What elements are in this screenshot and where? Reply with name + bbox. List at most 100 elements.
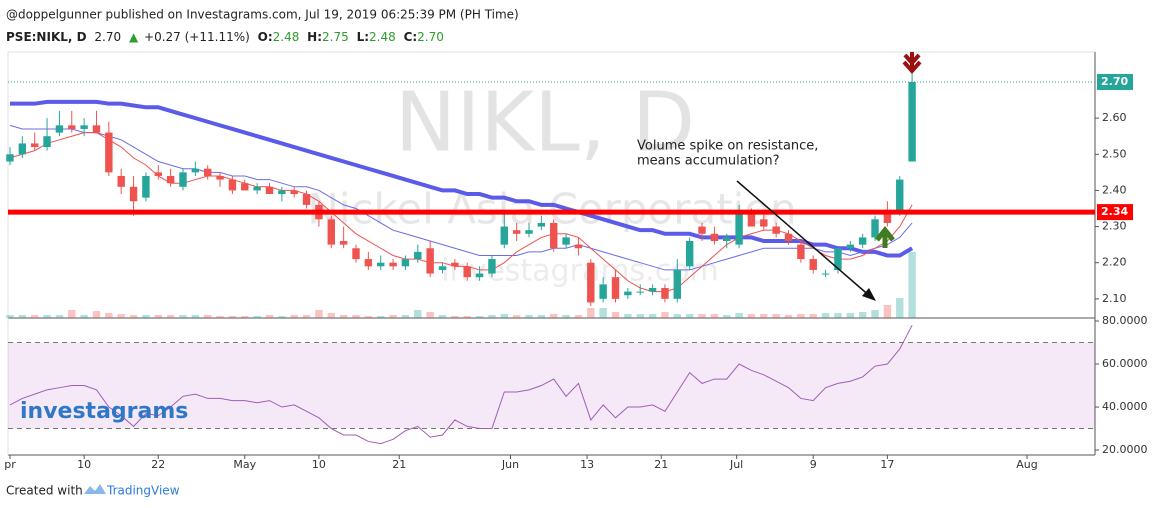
volume-bar — [68, 310, 76, 318]
volume-bar — [599, 308, 607, 318]
symbol: PSE:NIKL, D — [6, 30, 87, 44]
volume-bar — [537, 315, 546, 318]
candle-body — [512, 230, 521, 234]
volume-bar — [475, 316, 484, 318]
annotation: means accumulation? — [637, 154, 780, 169]
volume-bar — [339, 315, 348, 318]
candle-body — [241, 183, 249, 191]
volume-bar — [55, 315, 64, 318]
volume-bar — [327, 313, 335, 318]
candle-body — [809, 259, 817, 270]
rsi-line — [9, 325, 913, 445]
y-tick-label: 2.40 — [1102, 183, 1127, 196]
volume-bar — [648, 314, 657, 318]
volume-bar — [525, 315, 533, 318]
volume-bar — [30, 315, 39, 318]
logo: investagrams — [20, 399, 188, 424]
candle-body — [648, 288, 657, 292]
volume-bar — [92, 311, 101, 318]
volume-bar — [80, 315, 88, 318]
candle-body — [438, 266, 447, 270]
x-tick-label: May — [233, 458, 256, 471]
volume-bar — [414, 310, 422, 318]
y-tick-label: 2.60 — [1102, 111, 1127, 124]
x-tick-label: 21 — [654, 458, 668, 471]
candle-body — [389, 262, 397, 267]
x-tick-label: 13 — [580, 458, 594, 471]
candle-body — [500, 226, 509, 245]
candle-body — [401, 259, 410, 267]
x-tick-label: Jun — [501, 458, 519, 471]
candle-body — [154, 172, 162, 176]
volume-bar — [265, 315, 274, 318]
candle-body — [265, 186, 274, 195]
plot: 2.10 2.20 2.30 2.40 2.50 2.60 2.70 2.34 Volume s… — [4, 51, 1148, 471]
volume-bar — [772, 314, 780, 318]
last-price: 2.70 — [94, 30, 121, 44]
candle-body — [636, 291, 644, 293]
annotation: Volume spike on resistance, — [637, 139, 818, 154]
candle-body — [105, 132, 113, 173]
candle-body — [723, 237, 731, 242]
volume-bar — [636, 314, 644, 318]
volume-bar — [377, 316, 385, 318]
candle-body — [599, 284, 607, 299]
volume-bar — [166, 315, 175, 318]
volume-bar — [203, 315, 212, 318]
volume-bar — [43, 315, 51, 318]
watermark-ticker: NIKL, D — [395, 75, 695, 170]
candle-body — [166, 175, 175, 184]
volume-bar — [488, 315, 496, 318]
candle-body — [30, 143, 39, 148]
volume-bar — [463, 316, 471, 318]
candle-body — [908, 81, 916, 162]
volume-bar — [290, 315, 298, 318]
change: +0.27 (+11.11%) — [144, 30, 250, 44]
down-arrow — [902, 52, 922, 75]
volume-bar — [883, 305, 892, 318]
candle-body — [117, 175, 125, 187]
y-tick-label: 80.0000 — [1102, 314, 1148, 327]
volume-bar — [587, 308, 595, 318]
price-label-box — [1097, 204, 1133, 221]
candle-body — [302, 194, 311, 205]
candle-body — [327, 219, 335, 245]
candle-body — [43, 136, 51, 148]
x-tick-label: Jul — [729, 458, 743, 471]
volume-bar — [624, 314, 632, 318]
volume-bar — [512, 315, 521, 318]
change-arrow: ▲ — [129, 30, 139, 44]
volume-bar — [241, 316, 249, 318]
volume-bar — [117, 314, 125, 318]
candle-body — [574, 244, 583, 249]
volume-bar — [302, 315, 311, 318]
footer-brand[interactable]: TradingView — [106, 484, 180, 498]
volume-bar — [179, 315, 187, 318]
candle-body — [488, 259, 496, 274]
y-tick-label: 40.0000 — [1102, 400, 1148, 413]
candle-body — [858, 237, 867, 245]
candle-body — [203, 168, 212, 176]
candle-body — [735, 212, 743, 245]
candle-body — [55, 125, 64, 133]
candle-body — [834, 248, 842, 270]
candle-body — [339, 241, 348, 245]
volume-bar — [574, 315, 583, 318]
moving-average — [9, 99, 914, 258]
candle-body — [68, 125, 76, 129]
candle-body — [352, 248, 360, 260]
volume-bar — [550, 314, 558, 318]
volume-bar — [500, 314, 509, 318]
candle-body — [525, 230, 533, 234]
candle-body — [6, 154, 14, 162]
volume-bar — [278, 316, 286, 318]
volume-bar — [228, 316, 237, 318]
volume-bar — [142, 315, 150, 318]
candle-body — [685, 241, 694, 267]
arrow-head — [862, 288, 876, 301]
volume-bar — [698, 314, 706, 318]
candle-body — [216, 175, 224, 180]
ohlc-label: O: — [258, 30, 273, 44]
volume-bar — [389, 315, 397, 318]
